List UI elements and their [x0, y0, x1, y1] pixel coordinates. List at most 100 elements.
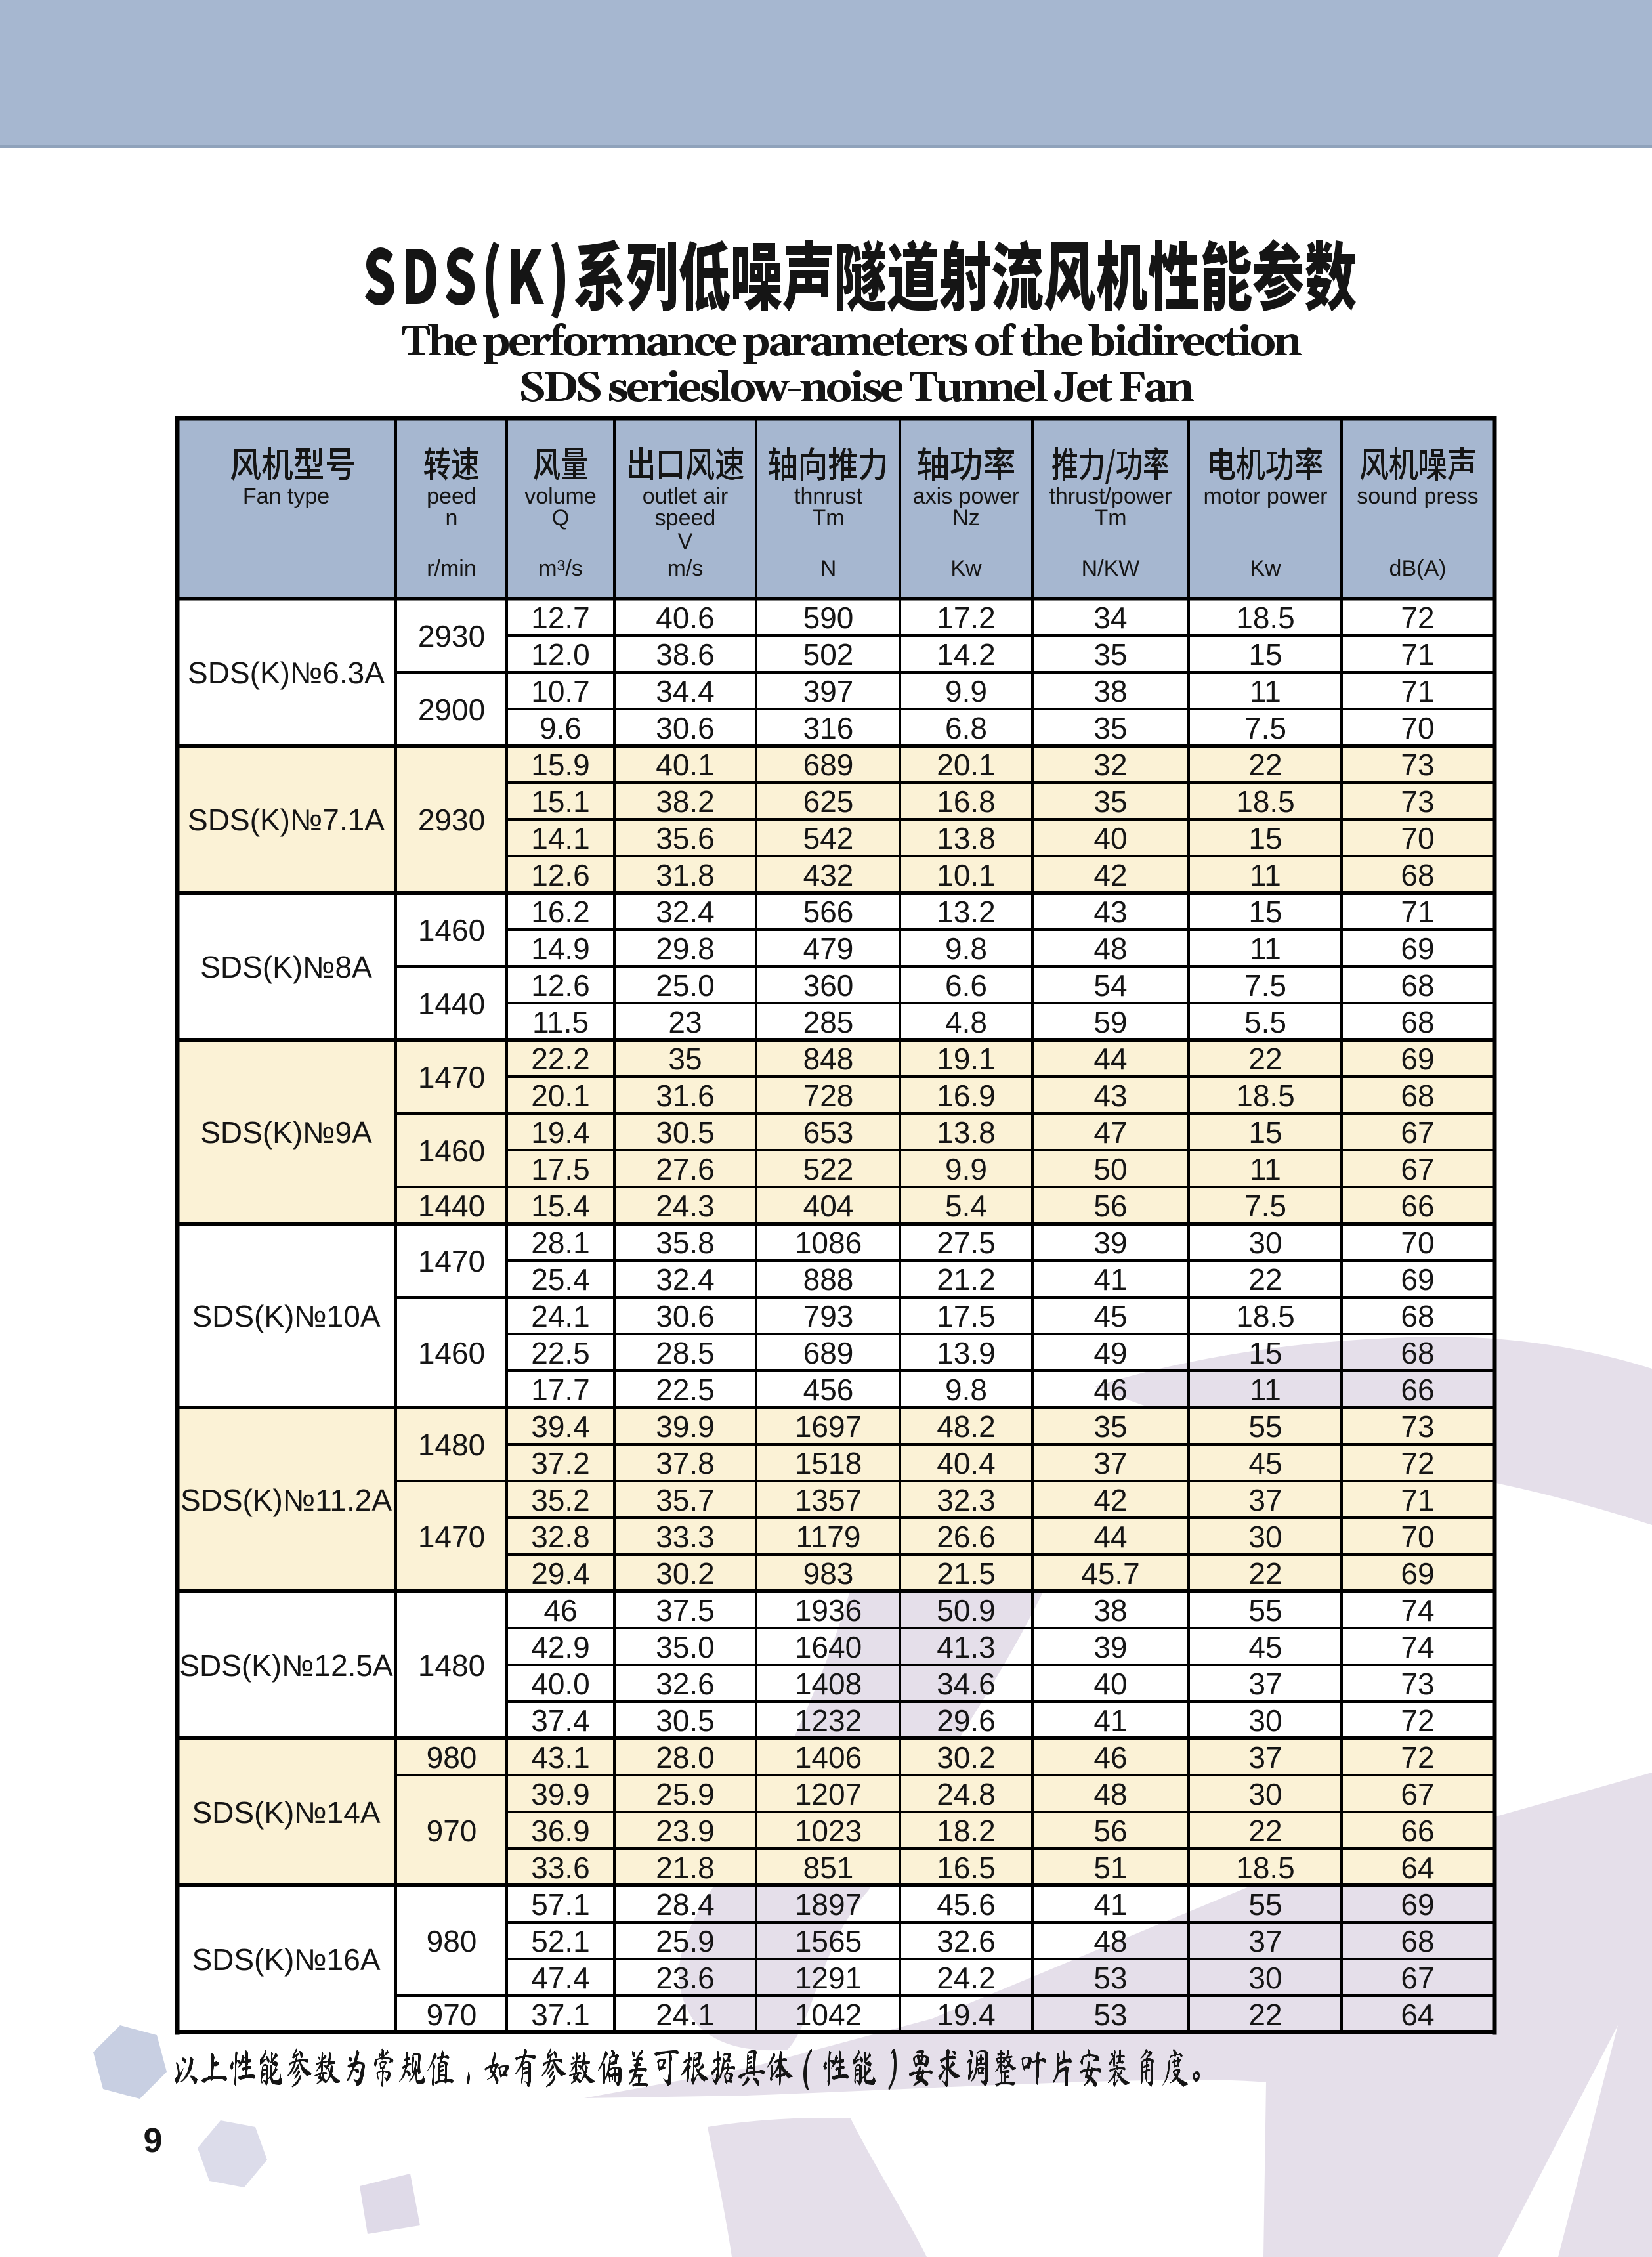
svg-text:SDS(K)№16A: SDS(K)№16A [192, 1943, 380, 1977]
svg-text:32.6: 32.6 [937, 1924, 996, 1958]
svg-text:Q: Q [552, 505, 569, 530]
svg-text:10.7: 10.7 [531, 674, 590, 708]
svg-text:68: 68 [1401, 968, 1434, 1002]
svg-text:30: 30 [1248, 1520, 1282, 1554]
svg-text:2930: 2930 [418, 803, 485, 837]
svg-text:71: 71 [1401, 1483, 1434, 1517]
svg-text:40: 40 [1093, 821, 1127, 855]
svg-text:316: 316 [803, 711, 854, 745]
svg-text:7.5: 7.5 [1244, 968, 1286, 1002]
svg-text:22: 22 [1248, 748, 1282, 782]
svg-text:Tm: Tm [812, 505, 844, 530]
svg-text:r/min: r/min [427, 556, 477, 581]
svg-text:18.5: 18.5 [1236, 785, 1295, 819]
svg-text:74: 74 [1401, 1593, 1434, 1627]
svg-text:66: 66 [1401, 1373, 1434, 1407]
svg-text:66: 66 [1401, 1189, 1434, 1223]
svg-text:6.6: 6.6 [945, 968, 987, 1002]
svg-text:31.6: 31.6 [656, 1079, 715, 1113]
svg-text:67: 67 [1401, 1777, 1434, 1811]
svg-text:24.2: 24.2 [937, 1961, 996, 1995]
svg-text:72: 72 [1401, 1704, 1434, 1738]
svg-text:14.2: 14.2 [937, 637, 996, 672]
svg-text:71: 71 [1401, 895, 1434, 929]
svg-text:19.1: 19.1 [937, 1042, 996, 1076]
svg-text:542: 542 [803, 821, 854, 855]
svg-text:35: 35 [668, 1042, 702, 1076]
svg-text:25.9: 25.9 [656, 1924, 715, 1958]
svg-text:15.4: 15.4 [531, 1189, 590, 1223]
svg-text:39.4: 39.4 [531, 1409, 590, 1444]
svg-text:1440: 1440 [418, 987, 485, 1021]
svg-text:31.8: 31.8 [656, 858, 715, 892]
svg-text:41: 41 [1093, 1262, 1127, 1297]
svg-text:793: 793 [803, 1299, 854, 1333]
svg-text:1408: 1408 [795, 1667, 862, 1701]
svg-text:53: 53 [1093, 1998, 1127, 2032]
svg-text:64: 64 [1401, 1851, 1434, 1885]
svg-text:11: 11 [1250, 1152, 1281, 1186]
svg-text:73: 73 [1401, 1409, 1434, 1444]
svg-text:1406: 1406 [795, 1740, 862, 1774]
svg-text:1023: 1023 [795, 1814, 862, 1848]
svg-text:590: 590 [803, 601, 854, 635]
svg-text:983: 983 [803, 1557, 854, 1591]
svg-text:851: 851 [803, 1851, 854, 1885]
svg-text:24.1: 24.1 [531, 1299, 590, 1333]
svg-text:1565: 1565 [795, 1924, 862, 1958]
svg-text:39.9: 39.9 [531, 1777, 590, 1811]
svg-text:22: 22 [1248, 1998, 1282, 2032]
svg-text:41: 41 [1093, 1887, 1127, 1922]
svg-text:SDS(K)№10A: SDS(K)№10A [192, 1299, 380, 1333]
svg-text:32: 32 [1093, 748, 1127, 782]
svg-text:45.7: 45.7 [1081, 1557, 1140, 1591]
svg-text:38: 38 [1093, 1593, 1127, 1627]
svg-text:69: 69 [1401, 1887, 1434, 1922]
svg-text:sound press: sound press [1357, 484, 1478, 509]
svg-text:1232: 1232 [795, 1704, 862, 1738]
svg-text:30: 30 [1248, 1961, 1282, 1995]
svg-text:404: 404 [803, 1189, 854, 1223]
svg-text:42: 42 [1093, 1483, 1127, 1517]
svg-text:Tm: Tm [1094, 505, 1126, 530]
svg-text:33.6: 33.6 [531, 1851, 590, 1885]
svg-text:43.1: 43.1 [531, 1740, 590, 1774]
svg-text:53: 53 [1093, 1961, 1127, 1995]
svg-text:11: 11 [1250, 858, 1281, 892]
svg-text:49: 49 [1093, 1336, 1127, 1370]
svg-text:1470: 1470 [418, 1520, 485, 1554]
svg-text:1460: 1460 [418, 1134, 485, 1168]
svg-text:48: 48 [1093, 1777, 1127, 1811]
svg-text:38: 38 [1093, 674, 1127, 708]
svg-text:68: 68 [1401, 1079, 1434, 1113]
svg-text:970: 970 [427, 1998, 477, 2032]
svg-text:16.5: 16.5 [937, 1851, 996, 1885]
svg-text:1179: 1179 [796, 1520, 861, 1554]
svg-text:38.2: 38.2 [656, 785, 715, 819]
svg-text:30.6: 30.6 [656, 1299, 715, 1333]
svg-text:1897: 1897 [795, 1887, 862, 1922]
svg-text:9.8: 9.8 [945, 932, 987, 966]
svg-text:30.2: 30.2 [937, 1740, 996, 1774]
svg-text:502: 502 [803, 637, 854, 672]
svg-text:456: 456 [803, 1373, 854, 1407]
svg-text:SDS(K)№7.1A: SDS(K)№7.1A [188, 803, 385, 837]
svg-text:14.9: 14.9 [531, 932, 590, 966]
svg-text:39: 39 [1093, 1226, 1127, 1260]
svg-text:SDS(K)№12.5A: SDS(K)№12.5A [179, 1648, 393, 1683]
svg-text:45: 45 [1248, 1446, 1282, 1480]
svg-text:35: 35 [1093, 711, 1127, 745]
svg-text:15: 15 [1248, 821, 1282, 855]
svg-text:30: 30 [1248, 1777, 1282, 1811]
svg-text:13.2: 13.2 [937, 895, 996, 929]
svg-text:47.4: 47.4 [531, 1961, 590, 1995]
svg-text:69: 69 [1401, 1557, 1434, 1591]
svg-text:11: 11 [1250, 932, 1281, 966]
svg-text:24.3: 24.3 [656, 1189, 715, 1223]
svg-text:285: 285 [803, 1005, 854, 1039]
svg-text:SDS(K)№11.2A: SDS(K)№11.2A [180, 1483, 392, 1517]
svg-text:19.4: 19.4 [531, 1115, 590, 1150]
svg-text:40.6: 40.6 [656, 601, 715, 635]
svg-text:volume: volume [524, 484, 597, 509]
svg-text:689: 689 [803, 748, 854, 782]
